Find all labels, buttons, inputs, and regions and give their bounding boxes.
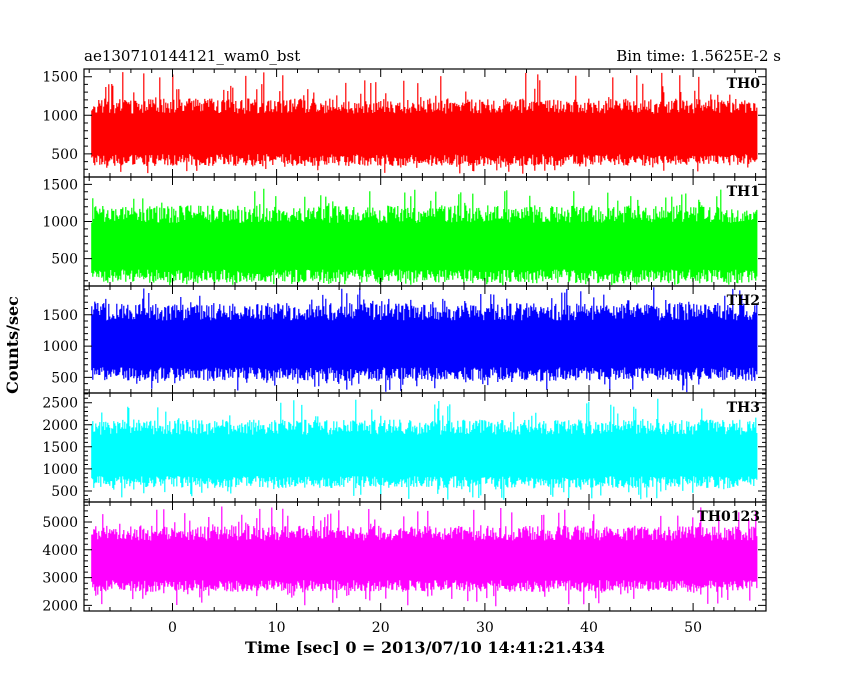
panel-label: TH2 <box>727 293 760 309</box>
y-tick-label: 500 <box>51 252 78 268</box>
panel-th0: 500 1000 1500 TH0 <box>42 68 767 178</box>
panel-th1: 500 1000 1500 TH1 <box>42 176 767 287</box>
series-th1 <box>91 188 758 286</box>
y-tick-label: 500 <box>51 484 78 500</box>
panel-label: TH1 <box>727 184 760 200</box>
panel-label: TH0 <box>727 76 761 92</box>
y-tick-label: 1500 <box>42 177 78 193</box>
y-tick-label: 1500 <box>42 70 78 86</box>
panel-label: TH0123 <box>697 509 760 525</box>
y-tick-label: 500 <box>51 370 78 386</box>
series-th0 <box>91 72 758 174</box>
y-tick-label: 4000 <box>42 543 78 559</box>
y-tick-label: 1000 <box>42 215 78 231</box>
axis-ticks <box>84 286 766 393</box>
chart-title-right: Bin time: 1.5625E-2 s <box>616 47 781 65</box>
axis-ticks <box>84 176 766 286</box>
panel-th0123: 2000 3000 4000 5000 TH0123 <box>42 501 767 614</box>
x-tick-label: 40 <box>580 620 598 636</box>
x-tick-label: 20 <box>372 620 390 636</box>
y-tick-label: 2000 <box>42 598 78 614</box>
y-tick-label: 2500 <box>42 396 78 412</box>
y-tick-label: 1000 <box>42 108 78 124</box>
series-th3 <box>91 398 758 500</box>
y-tick-label: 5000 <box>42 515 78 531</box>
y-tick-label: 1500 <box>42 440 78 456</box>
x-tick-label: 10 <box>268 620 286 636</box>
y-tick-label: 2000 <box>42 418 78 434</box>
y-tick-label: 1500 <box>42 308 78 324</box>
y-tick-label: 1000 <box>42 339 78 355</box>
panel-th3: 500 1000 1500 2000 2500 TH3 <box>42 392 767 503</box>
axis-ticks <box>84 393 766 502</box>
y-axis-label: Counts/sec <box>3 296 22 394</box>
panel-label: TH3 <box>727 400 760 416</box>
chart-title-left: ae130710144121_wam0_bst <box>84 47 300 65</box>
x-tick-label: 50 <box>684 620 702 636</box>
panel-frame <box>83 501 767 612</box>
x-tick-label: 0 <box>168 620 177 636</box>
series-th0123 <box>91 506 758 607</box>
y-tick-label: 500 <box>51 147 78 163</box>
series-th2 <box>91 287 758 393</box>
x-tick-label: 30 <box>476 620 494 636</box>
axis-ticks <box>84 502 766 612</box>
panel-th2: 500 1000 1500 TH2 <box>42 285 767 394</box>
y-tick-label: 1000 <box>42 462 78 478</box>
x-axis-label: Time [sec] 0 = 2013/07/10 14:41:21.434 <box>245 638 605 657</box>
y-tick-label: 3000 <box>42 571 78 587</box>
